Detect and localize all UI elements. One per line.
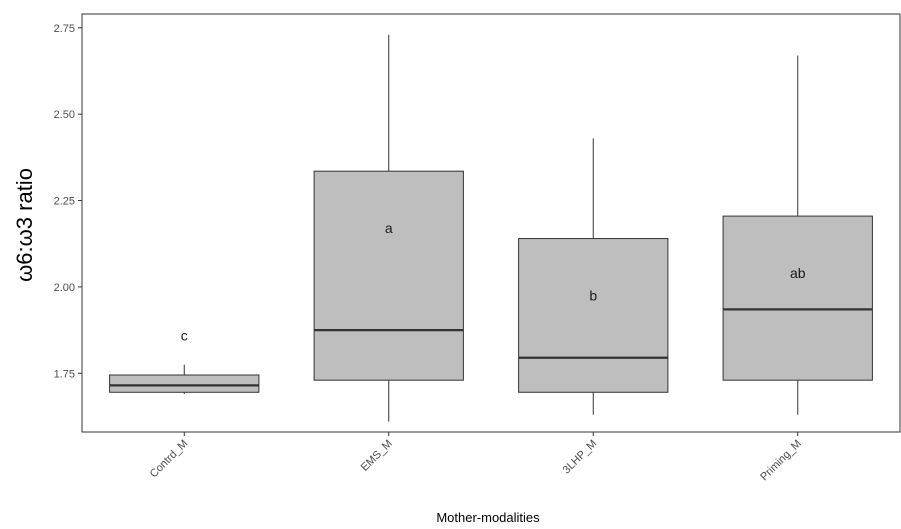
y-tick-label: 2.50 — [54, 109, 75, 121]
x-axis: Contrd_M EMS_M 3LHP_M Priming_M — [148, 432, 804, 483]
box-group: ab — [723, 55, 872, 414]
significance-letter: ab — [790, 265, 806, 281]
y-axis-title: ω6:ω3 ratio — [12, 168, 37, 282]
x-tick-label: EMS_M — [359, 438, 395, 474]
significance-letter: b — [589, 288, 597, 304]
y-tick-label: 2.75 — [54, 23, 75, 35]
box-group: b — [519, 138, 668, 414]
y-axis: 1.75 2.00 2.25 2.50 2.75 — [54, 23, 82, 380]
x-tick-label: Contrd_M — [148, 438, 191, 481]
box-group: c — [110, 328, 259, 394]
x-tick-label: Priming_M — [758, 438, 804, 484]
significance-letter: c — [181, 328, 188, 344]
box — [110, 375, 259, 392]
y-tick-label: 2.25 — [54, 196, 75, 208]
x-tick-label: 3LHP_M — [561, 438, 600, 477]
x-axis-title: Mother-modalities — [436, 510, 540, 525]
box — [723, 216, 872, 380]
significance-letter: a — [385, 220, 393, 236]
box — [314, 171, 463, 380]
y-tick-label: 2.00 — [54, 282, 75, 294]
box — [519, 239, 668, 393]
box-group: a — [314, 35, 463, 422]
y-tick-label: 1.75 — [54, 368, 75, 380]
